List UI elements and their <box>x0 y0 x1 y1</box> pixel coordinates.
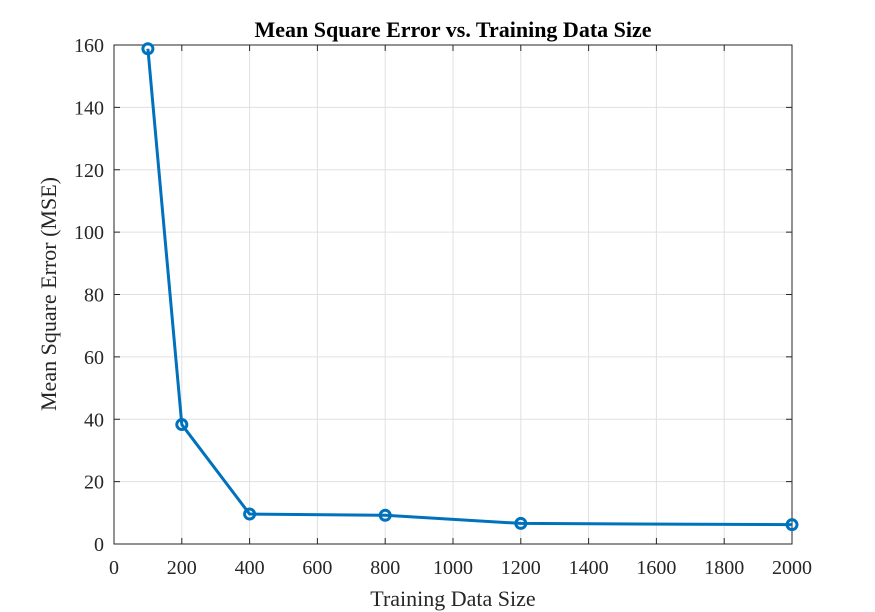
x-tick-label: 1200 <box>501 557 541 579</box>
y-axis-label: Mean Square Error (MSE) <box>36 177 61 411</box>
data-point-marker <box>175 418 189 432</box>
y-tick-label: 0 <box>94 534 104 556</box>
y-tick-label: 40 <box>84 409 104 431</box>
series-line <box>146 48 793 527</box>
x-tick-label: 1000 <box>433 557 473 579</box>
data-point-marker <box>514 516 528 530</box>
x-tick-label: 600 <box>302 557 332 579</box>
x-axis-label: Training Data Size <box>370 586 535 611</box>
y-tick-label: 20 <box>84 472 104 494</box>
x-tick-label: 0 <box>109 557 119 579</box>
x-tick-label: 1600 <box>636 557 676 579</box>
y-tick-label: 60 <box>84 347 104 369</box>
ticks: 0 200 400 600 800 1000 1200 1400 1600 1800 2000 0 20… <box>74 35 812 579</box>
y-tick-label: 100 <box>74 222 104 244</box>
x-tick-label: 2000 <box>772 557 812 579</box>
data-point-marker <box>378 508 392 522</box>
x-tick-label: 400 <box>235 557 265 579</box>
data-point-marker <box>785 518 799 532</box>
y-tick-label: 140 <box>74 97 104 119</box>
x-tick-label: 800 <box>370 557 400 579</box>
x-tick-label: 200 <box>167 557 197 579</box>
chart-title: Mean Square Error vs. Training Data Size <box>254 17 651 42</box>
x-tick-label: 1400 <box>569 557 609 579</box>
y-tick-label: 160 <box>74 35 104 57</box>
series-group <box>141 42 799 532</box>
y-tick-label: 120 <box>74 160 104 182</box>
data-point-marker <box>243 507 257 521</box>
data-point-marker <box>141 42 155 56</box>
x-tick-label: 1800 <box>704 557 744 579</box>
y-tick-label: 80 <box>84 285 104 307</box>
